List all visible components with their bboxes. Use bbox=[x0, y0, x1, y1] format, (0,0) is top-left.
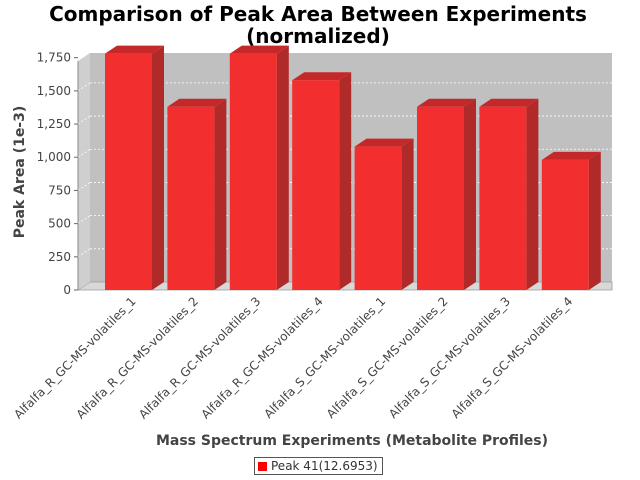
bar-side bbox=[588, 151, 601, 290]
y-tick-label: 1,250 bbox=[37, 117, 71, 131]
bar-top bbox=[105, 45, 164, 54]
legend: Peak 41(12.6953) bbox=[254, 457, 383, 475]
legend-swatch bbox=[258, 461, 267, 471]
x-tick-label: Alfalfa_S_GC-MS-volatiles_3 bbox=[386, 294, 513, 421]
bar-top bbox=[541, 151, 601, 160]
bar-side bbox=[152, 45, 164, 291]
chart-title: Comparison of Peak Area Between Experime… bbox=[49, 2, 587, 26]
gridline-depth bbox=[77, 182, 91, 191]
bar-side bbox=[464, 98, 476, 290]
y-tick-label: 1,750 bbox=[37, 51, 71, 65]
y-axis-title: Peak Area (1e-3) bbox=[12, 106, 28, 239]
bar bbox=[167, 106, 215, 290]
gridline-depth bbox=[77, 115, 91, 125]
bar bbox=[541, 159, 589, 290]
bar-top bbox=[292, 72, 352, 81]
bar-side bbox=[401, 138, 414, 290]
bar-top bbox=[229, 45, 289, 54]
y-tick-label: 1,500 bbox=[37, 84, 71, 98]
bar-side bbox=[526, 98, 539, 290]
bar bbox=[105, 53, 152, 291]
plot-area: 0 250 500 750 1,000 1,250 1,500 1,750 Alfalfa_R_… bbox=[11, 45, 613, 422]
bar-top bbox=[354, 138, 414, 147]
x-tick-label: Alfalfa_R_GC-MS-volatiles_1 bbox=[11, 294, 138, 421]
bar bbox=[479, 106, 527, 290]
gridline-depth bbox=[77, 148, 91, 158]
bar bbox=[229, 53, 277, 291]
x-axis-title: Mass Spectrum Experiments (Metabolite Pr… bbox=[156, 433, 548, 449]
x-tick-label: Alfalfa_S_GC-MS-volatiles_2 bbox=[324, 294, 451, 421]
bar-side bbox=[214, 98, 227, 290]
bar-side bbox=[339, 72, 352, 290]
bar-side bbox=[276, 45, 289, 291]
y-tick-label: 250 bbox=[48, 250, 71, 264]
x-tick-label: Alfalfa_R_GC-MS-volatiles_2 bbox=[74, 294, 201, 421]
x-tick-label: Alfalfa_R_GC-MS-volatiles_3 bbox=[136, 294, 263, 421]
x-tick-label: Alfalfa_S_GC-MS-volatiles_4 bbox=[449, 294, 576, 421]
y-tick-label: 1,000 bbox=[37, 150, 71, 164]
gridline-depth bbox=[77, 49, 91, 59]
bar bbox=[354, 146, 402, 290]
y-tick-label: 0 bbox=[63, 283, 71, 297]
y-tick-label: 500 bbox=[48, 217, 71, 231]
bar-top bbox=[417, 98, 476, 107]
bar-top bbox=[479, 98, 539, 107]
gridline-depth bbox=[77, 215, 91, 224]
plot-left-wall bbox=[78, 53, 90, 290]
bar bbox=[417, 106, 464, 290]
gridline-depth bbox=[77, 82, 91, 92]
bar-top bbox=[167, 98, 227, 107]
chart-subtitle: (normalized) bbox=[246, 24, 390, 48]
y-tick-label: 750 bbox=[48, 183, 71, 197]
x-tick-label: Alfalfa_R_GC-MS-volatiles_4 bbox=[198, 294, 325, 421]
gridline-depth bbox=[77, 248, 91, 258]
bar bbox=[292, 80, 340, 290]
legend-label: Peak 41(12.6953) bbox=[271, 459, 378, 473]
x-tick-label: Alfalfa_S_GC-MS-volatiles_1 bbox=[261, 294, 388, 421]
